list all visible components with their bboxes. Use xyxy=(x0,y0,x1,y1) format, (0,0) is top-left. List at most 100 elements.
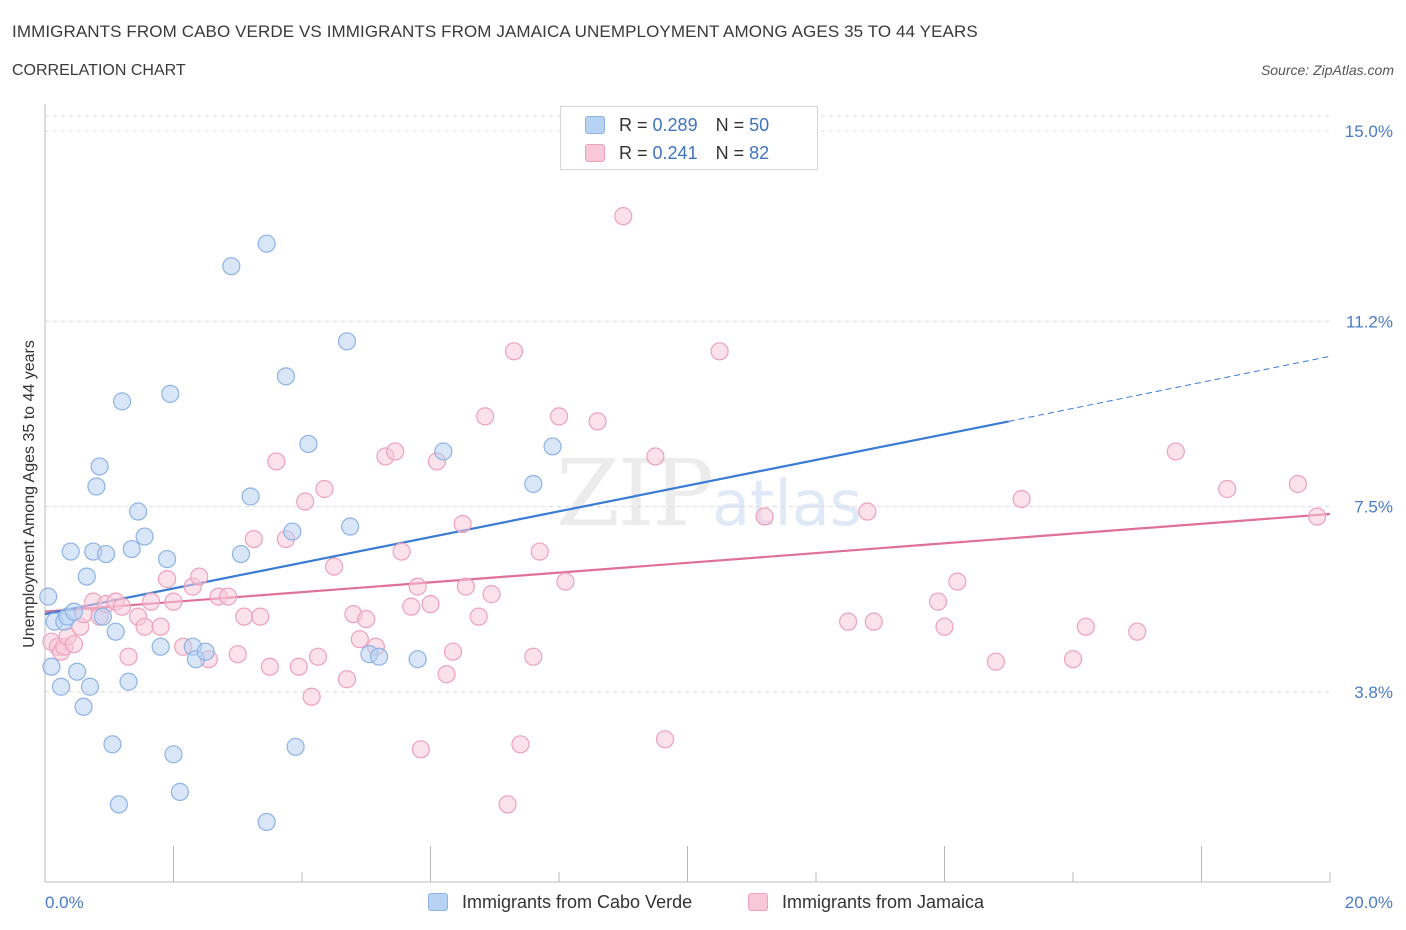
jamaica-point xyxy=(1128,622,1147,641)
cabo-verde-point xyxy=(161,384,180,403)
jamaica-point xyxy=(655,730,675,749)
jamaica-point xyxy=(228,645,247,664)
jamaica-point xyxy=(151,617,170,636)
jamaica-point xyxy=(437,665,456,684)
chart-title: IMMIGRANTS FROM CABO VERDE VS IMMIGRANTS… xyxy=(12,22,978,41)
cabo-verde-point xyxy=(42,657,61,676)
jamaica-point xyxy=(456,577,475,596)
jamaica-point xyxy=(289,657,308,676)
jamaica-point xyxy=(469,607,488,626)
cabo-verde-point xyxy=(276,367,296,386)
jamaica-point xyxy=(112,597,132,616)
n-value-blue: 50 xyxy=(749,114,770,135)
cabo-verde-point xyxy=(96,544,116,564)
n-label: N = xyxy=(715,114,745,135)
jamaica-point xyxy=(296,492,315,511)
jamaica-point xyxy=(498,795,517,814)
legend-label-jamaica: Immigrants from Jamaica xyxy=(782,891,985,912)
cabo-verde-point xyxy=(370,647,389,666)
jamaica-point xyxy=(119,647,138,666)
cabo-verde-point xyxy=(135,527,154,546)
legend-item-cabo-verde[interactable]: Immigrants from Cabo Verde xyxy=(428,890,692,914)
jamaica-point xyxy=(141,592,161,611)
cabo-verde-point xyxy=(299,434,318,454)
jamaica-point xyxy=(421,595,440,614)
chart-subtitle: CORRELATION CHART xyxy=(12,62,186,79)
cabo-verde-point xyxy=(337,332,357,351)
cabo-verde-point xyxy=(39,587,58,606)
jamaica-point xyxy=(325,557,344,576)
cabo-verde-point xyxy=(543,437,562,456)
jamaica-point xyxy=(1218,479,1237,499)
jamaica-point xyxy=(190,567,209,586)
cabo-verde-point xyxy=(122,539,141,559)
jamaica-point xyxy=(453,514,472,534)
cabo-verde-point xyxy=(61,542,80,561)
jamaica-point xyxy=(267,452,286,471)
cabo-verde-point xyxy=(129,502,148,521)
cabo-verde-point xyxy=(103,735,122,754)
jamaica-point xyxy=(864,612,883,631)
jamaica-point xyxy=(646,447,665,466)
jamaica-point xyxy=(135,617,154,636)
jamaica-point xyxy=(556,572,575,591)
cabo-verde-point xyxy=(170,782,190,801)
legend-label-cabo-verde: Immigrants from Cabo Verde xyxy=(462,891,693,912)
cabo-verde-point xyxy=(157,549,177,569)
jamaica-point xyxy=(308,647,328,666)
y-tick-label: 3.8% xyxy=(1354,683,1393,702)
cabo-verde-point xyxy=(64,602,84,621)
jamaica-point xyxy=(386,442,405,461)
cabo-verde-trend-extension xyxy=(1008,355,1331,422)
cabo-verde-point xyxy=(74,697,93,716)
cabo-verde-point xyxy=(80,677,100,696)
y-axis-label: Unemployment Among Ages 35 to 44 years xyxy=(21,340,38,648)
cabo-verde-point xyxy=(119,672,138,691)
n-value-pink: 82 xyxy=(749,142,770,163)
cabo-verde-point xyxy=(151,637,170,656)
jamaica-point xyxy=(710,342,729,361)
jamaica-point xyxy=(1288,474,1307,494)
cabo-verde-point xyxy=(524,474,543,494)
jamaica-point xyxy=(244,529,263,549)
jamaica-point xyxy=(839,612,858,631)
cabo-verde-point xyxy=(77,567,96,586)
jamaica-point xyxy=(260,657,279,676)
legend-row-jamaica: R = 0.241 N = 82 xyxy=(585,141,769,165)
jamaica-point xyxy=(948,572,967,591)
jamaica-point xyxy=(1012,489,1031,509)
cabo-verde-point xyxy=(257,812,276,832)
jamaica-point xyxy=(64,635,84,654)
cabo-verde-point xyxy=(164,745,183,764)
jamaica-point xyxy=(408,577,427,596)
jamaica-point xyxy=(411,740,430,759)
watermark: ZIPatlas xyxy=(556,440,862,547)
cabo-verde-point xyxy=(87,477,106,496)
jamaica-point xyxy=(755,507,774,526)
jamaica-point xyxy=(302,687,321,706)
cabo-verde-point xyxy=(231,544,251,564)
legend-swatch-pink xyxy=(748,893,768,911)
x-tick-label-min: 0.0% xyxy=(45,893,84,912)
gridlines xyxy=(45,115,1330,693)
axes xyxy=(44,104,1331,883)
cabo-verde-point xyxy=(434,442,453,461)
jamaica-point xyxy=(986,652,1006,671)
cabo-verde-point xyxy=(68,662,87,681)
source-credit: Source: ZipAtlas.com xyxy=(1260,62,1394,78)
cabo-verde-point xyxy=(112,392,132,411)
jamaica-point xyxy=(928,592,948,611)
legend-item-jamaica[interactable]: Immigrants from Jamaica xyxy=(748,890,984,914)
jamaica-point xyxy=(443,642,463,661)
cabo-verde-point xyxy=(109,795,128,814)
jamaica-point xyxy=(235,607,254,626)
cabo-verde-point xyxy=(90,457,109,476)
x-tick-label-max: 20.0% xyxy=(1345,893,1393,912)
y-tick-label: 11.2% xyxy=(1346,312,1393,331)
cabo-verde-point xyxy=(51,677,71,696)
r-value-pink: 0.241 xyxy=(652,142,698,163)
jamaica-point xyxy=(157,570,177,589)
y-tick-label: 15.0% xyxy=(1345,122,1393,141)
jamaica-point xyxy=(1308,507,1327,526)
cabo-verde-point xyxy=(408,650,427,669)
